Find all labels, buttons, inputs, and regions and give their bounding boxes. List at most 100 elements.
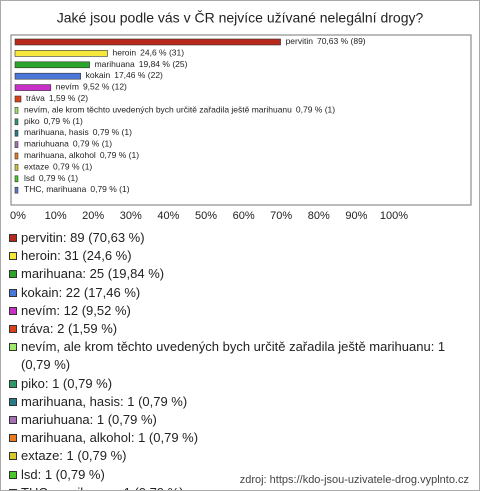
bar: [14, 107, 19, 114]
legend-swatch: [9, 488, 17, 490]
bar-category: kokain: [86, 70, 111, 80]
legend-item: marihuana, alkohol: 1 (0,79 %): [9, 429, 471, 447]
x-tick-label: 50%: [195, 210, 217, 222]
legend-swatch: [9, 452, 17, 461]
legend-item: nevím, ale krom těchto uvedených bych ur…: [9, 338, 471, 374]
legend-swatch: [9, 252, 17, 261]
legend-item: marihuana, hasis: 1 (0,79 %): [9, 393, 471, 411]
legend-label: nevím, ale krom těchto uvedených bych ur…: [21, 339, 446, 373]
legend-swatch: [9, 306, 17, 315]
bar-value-label: 0,79 % (1): [73, 139, 112, 149]
legend-item: marihuana: 25 (19,84 %): [9, 265, 471, 283]
legend-swatch: [9, 470, 17, 479]
legend-swatch: [9, 397, 17, 406]
bar: [14, 129, 19, 137]
bar-value-label: 0,79 % (1): [53, 162, 92, 172]
legend-item: kokain: 22 (17,46 %): [9, 284, 471, 302]
legend-swatch: [9, 234, 17, 242]
legend-label: THC, marihuana: 1 (0,79 %): [21, 485, 184, 490]
bar-value-label: 19,84 % (25): [139, 59, 188, 69]
bar: [14, 84, 52, 91]
bar-category: tráva: [26, 93, 45, 103]
legend-label: heroin: 31 (24,6 %): [21, 248, 132, 264]
legend-label: piko: 1 (0,79 %): [21, 375, 113, 391]
legend-swatch: [9, 270, 17, 279]
chart: Jaké jsou podle vás v ČR nejvíce užívané…: [10, 10, 472, 222]
legend: pervitin: 89 (70,63 %) heroin: 31 (24,6 %…: [9, 229, 471, 490]
bar: [14, 164, 19, 171]
bar-category: pervitin: [286, 36, 314, 46]
bar-value-label: 70,63 % (89): [317, 36, 366, 46]
legend-item: piko: 1 (0,79 %): [9, 375, 471, 393]
bar-category: extaze: [24, 162, 49, 172]
bar-label: marihuana, alkohol 0,79 % (1): [24, 150, 139, 160]
bar: [14, 95, 22, 103]
legend-swatch: [9, 379, 17, 388]
plot-frame: [10, 34, 472, 206]
bar-category: piko: [24, 116, 40, 126]
bar-label: pervitin 70,63 % (89): [286, 36, 366, 46]
bar-value-label: 9,52 % (12): [83, 82, 127, 92]
legend-item: extaze: 1 (0,79 %): [9, 447, 471, 465]
bar-category: mariuhuana: [24, 139, 69, 149]
legend-item: heroin: 31 (24,6 %): [9, 247, 471, 265]
legend-swatch: [9, 288, 17, 297]
legend-swatch: [9, 325, 17, 334]
x-tick-label: 80%: [308, 210, 330, 222]
bar: [14, 61, 90, 69]
bar-category: THC, marihuana: [24, 184, 87, 194]
bar-label: tráva 1,59 % (2): [26, 93, 88, 103]
bar-value-label: 0,79 % (1): [296, 105, 335, 115]
bar-label: nevím 9,52 % (12): [56, 82, 127, 92]
bar-label: extaze 0,79 % (1): [24, 162, 92, 172]
legend-item: mariuhuana: 1 (0,79 %): [9, 411, 471, 429]
x-tick-label: 60%: [233, 210, 255, 222]
x-tick-label: 40%: [157, 210, 179, 222]
bar-label: marihuana 19,84 % (25): [95, 59, 188, 69]
bar-category: nevím: [56, 82, 79, 92]
bar-value-label: 0,79 % (1): [44, 116, 83, 126]
bar-label: mariuhuana 0,79 % (1): [24, 139, 112, 149]
bar-category: marihuana, alkohol: [24, 150, 96, 160]
legend-label: pervitin: 89 (70,63 %): [21, 230, 145, 245]
x-tick-label: 20%: [82, 210, 104, 222]
legend-item: nevím: 12 (9,52 %): [9, 302, 471, 320]
legend-item: pervitin: 89 (70,63 %): [9, 229, 471, 247]
x-tick-label: 100%: [380, 210, 408, 222]
legend-label: mariuhuana: 1 (0,79 %): [21, 412, 157, 428]
bar-category: heroin: [112, 48, 136, 58]
bar: [14, 118, 19, 126]
legend-label: tráva: 2 (1,59 %): [21, 321, 118, 337]
legend-item: lsd: 1 (0,79 %): [9, 466, 471, 484]
bar: [14, 152, 19, 160]
x-tick-label: 70%: [270, 210, 292, 222]
legend-swatch: [9, 434, 17, 443]
bar-value-label: 0,79 % (1): [90, 184, 129, 194]
bar-value-label: 1,59 % (2): [49, 93, 88, 103]
legend-label: marihuana: 25 (19,84 %): [21, 266, 165, 282]
bar-value-label: 0,79 % (1): [39, 173, 78, 183]
bar-value-label: 24,6 % (31): [140, 48, 184, 58]
legend-label: lsd: 1 (0,79 %): [21, 466, 105, 482]
x-tick-label: 30%: [120, 210, 142, 222]
legend-label: nevím: 12 (9,52 %): [21, 302, 131, 318]
legend-item: tráva: 2 (1,59 %): [9, 320, 471, 338]
legend-swatch: [9, 343, 17, 352]
legend-swatch: [9, 416, 17, 425]
x-tick-label: 90%: [345, 210, 367, 222]
bar-label: piko 0,79 % (1): [24, 116, 83, 126]
bar-label: kokain 17,46 % (22): [86, 70, 163, 80]
bar: [14, 72, 81, 80]
x-tick-label: 10%: [45, 210, 67, 222]
bar-label: heroin 24,6 % (31): [112, 48, 184, 58]
chart-title: Jaké jsou podle vás v ČR nejvíce užívané…: [57, 10, 424, 26]
bar-category: nevím, ale krom těchto uvedených bych ur…: [24, 105, 292, 115]
legend-label: marihuana, alkohol: 1 (0,79 %): [21, 430, 199, 446]
bar-value-label: 0,79 % (1): [100, 150, 139, 160]
legend-label: extaze: 1 (0,79 %): [21, 448, 127, 464]
bar-label: lsd 0,79 % (1): [24, 173, 78, 183]
bar: [14, 175, 19, 183]
bar-value-label: 17,46 % (22): [114, 70, 163, 80]
x-tick-label: 0%: [10, 210, 26, 222]
